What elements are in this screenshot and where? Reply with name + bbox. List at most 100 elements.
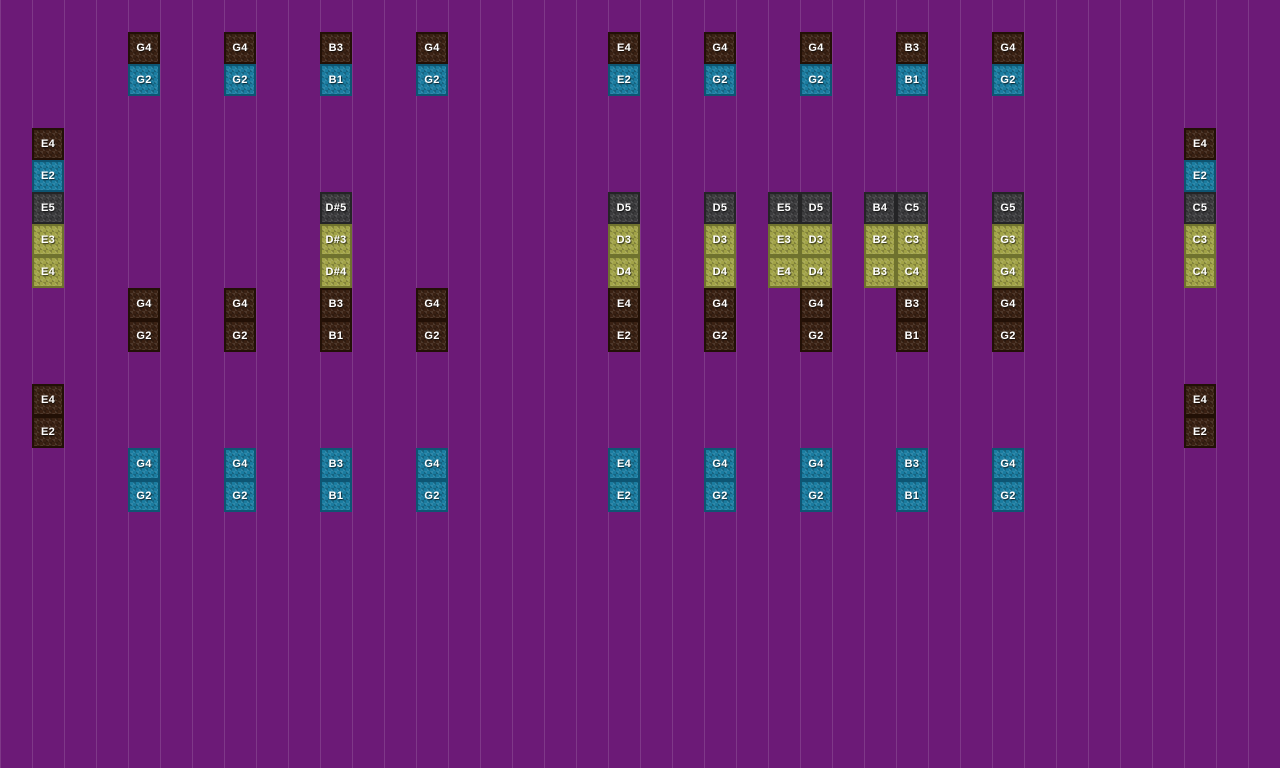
note-block-d3[interactable]: D3 [608,224,640,256]
note-block-g2[interactable]: G2 [800,64,832,96]
note-block-ds3[interactable]: D#3 [320,224,352,256]
note-block-g2[interactable]: G2 [704,320,736,352]
note-block-b1[interactable]: B1 [320,64,352,96]
note-block-e3[interactable]: E3 [32,224,64,256]
note-block-g2[interactable]: G2 [224,480,256,512]
note-block-e4[interactable]: E4 [32,256,64,288]
note-block-d4[interactable]: D4 [800,256,832,288]
note-block-g2[interactable]: G2 [992,480,1024,512]
note-block-g2[interactable]: G2 [416,320,448,352]
note-block-g2[interactable]: G2 [992,320,1024,352]
note-block-g2[interactable]: G2 [128,64,160,96]
note-block-c3[interactable]: C3 [896,224,928,256]
note-block-e2[interactable]: E2 [608,480,640,512]
note-block-g4[interactable]: G4 [128,32,160,64]
note-block-g2[interactable]: G2 [704,64,736,96]
note-block-e4[interactable]: E4 [608,288,640,320]
note-block-b1[interactable]: B1 [896,320,928,352]
note-block-b3[interactable]: B3 [320,288,352,320]
note-block-e2[interactable]: E2 [608,320,640,352]
note-block-g2[interactable]: G2 [128,480,160,512]
note-block-c3[interactable]: C3 [1184,224,1216,256]
note-block-g4[interactable]: G4 [224,32,256,64]
note-block-b3[interactable]: B3 [320,32,352,64]
note-block-g4[interactable]: G4 [416,448,448,480]
note-block-g4[interactable]: G4 [992,256,1024,288]
note-block-g4[interactable]: G4 [800,32,832,64]
note-block-g4[interactable]: G4 [704,448,736,480]
note-label: D5 [808,202,824,214]
note-block-g4[interactable]: G4 [224,288,256,320]
note-block-e4[interactable]: E4 [32,128,64,160]
note-block-g3[interactable]: G3 [992,224,1024,256]
note-block-e2[interactable]: E2 [1184,416,1216,448]
note-block-b1[interactable]: B1 [896,64,928,96]
note-block-b3[interactable]: B3 [320,448,352,480]
note-block-d5[interactable]: D5 [704,192,736,224]
note-block-e4[interactable]: E4 [768,256,800,288]
note-block-g4[interactable]: G4 [704,32,736,64]
note-label: B1 [904,490,920,502]
note-block-g2[interactable]: G2 [800,320,832,352]
note-block-g2[interactable]: G2 [992,64,1024,96]
note-block-g4[interactable]: G4 [800,448,832,480]
note-block-g4[interactable]: G4 [416,32,448,64]
note-block-b3[interactable]: B3 [896,448,928,480]
note-block-g2[interactable]: G2 [224,320,256,352]
note-block-d3[interactable]: D3 [704,224,736,256]
note-block-e4[interactable]: E4 [608,448,640,480]
note-block-c4[interactable]: C4 [896,256,928,288]
note-block-d5[interactable]: D5 [800,192,832,224]
note-label: E2 [40,170,56,182]
note-block-c5[interactable]: C5 [896,192,928,224]
note-block-ds5[interactable]: D#5 [320,192,352,224]
note-label: E5 [40,202,56,214]
note-block-b1[interactable]: B1 [320,480,352,512]
note-block-e4[interactable]: E4 [32,384,64,416]
note-block-e4[interactable]: E4 [608,32,640,64]
note-block-e5[interactable]: E5 [32,192,64,224]
note-label: E4 [1192,394,1208,406]
note-block-b3[interactable]: B3 [896,288,928,320]
note-block-g4[interactable]: G4 [800,288,832,320]
note-block-e3[interactable]: E3 [768,224,800,256]
note-block-g4[interactable]: G4 [992,448,1024,480]
note-block-g2[interactable]: G2 [416,64,448,96]
note-block-e4[interactable]: E4 [1184,128,1216,160]
note-block-g4[interactable]: G4 [128,448,160,480]
note-block-g2[interactable]: G2 [128,320,160,352]
note-block-g2[interactable]: G2 [416,480,448,512]
note-block-c5[interactable]: C5 [1184,192,1216,224]
note-block-g2[interactable]: G2 [800,480,832,512]
note-block-b2[interactable]: B2 [864,224,896,256]
note-block-g4[interactable]: G4 [128,288,160,320]
note-block-g4[interactable]: G4 [416,288,448,320]
note-block-d5[interactable]: D5 [608,192,640,224]
note-block-d4[interactable]: D4 [704,256,736,288]
note-block-e5[interactable]: E5 [768,192,800,224]
note-block-g4[interactable]: G4 [992,32,1024,64]
note-block-e4[interactable]: E4 [1184,384,1216,416]
note-block-b4[interactable]: B4 [864,192,896,224]
note-block-g5[interactable]: G5 [992,192,1024,224]
note-block-c4[interactable]: C4 [1184,256,1216,288]
note-block-e2[interactable]: E2 [32,160,64,192]
note-block-g2[interactable]: G2 [224,64,256,96]
note-block-e2[interactable]: E2 [608,64,640,96]
note-block-g4[interactable]: G4 [224,448,256,480]
note-label: G2 [1000,74,1016,86]
note-block-b1[interactable]: B1 [896,480,928,512]
note-block-g2[interactable]: G2 [704,480,736,512]
note-block-ds4[interactable]: D#4 [320,256,352,288]
note-block-e2[interactable]: E2 [32,416,64,448]
note-block-g4[interactable]: G4 [992,288,1024,320]
note-block-e2[interactable]: E2 [1184,160,1216,192]
note-label: G4 [808,458,824,470]
note-block-d3[interactable]: D3 [800,224,832,256]
note-block-b3[interactable]: B3 [896,32,928,64]
note-block-b1[interactable]: B1 [320,320,352,352]
note-block-g4[interactable]: G4 [704,288,736,320]
note-block-b3[interactable]: B3 [864,256,896,288]
note-block-d4[interactable]: D4 [608,256,640,288]
